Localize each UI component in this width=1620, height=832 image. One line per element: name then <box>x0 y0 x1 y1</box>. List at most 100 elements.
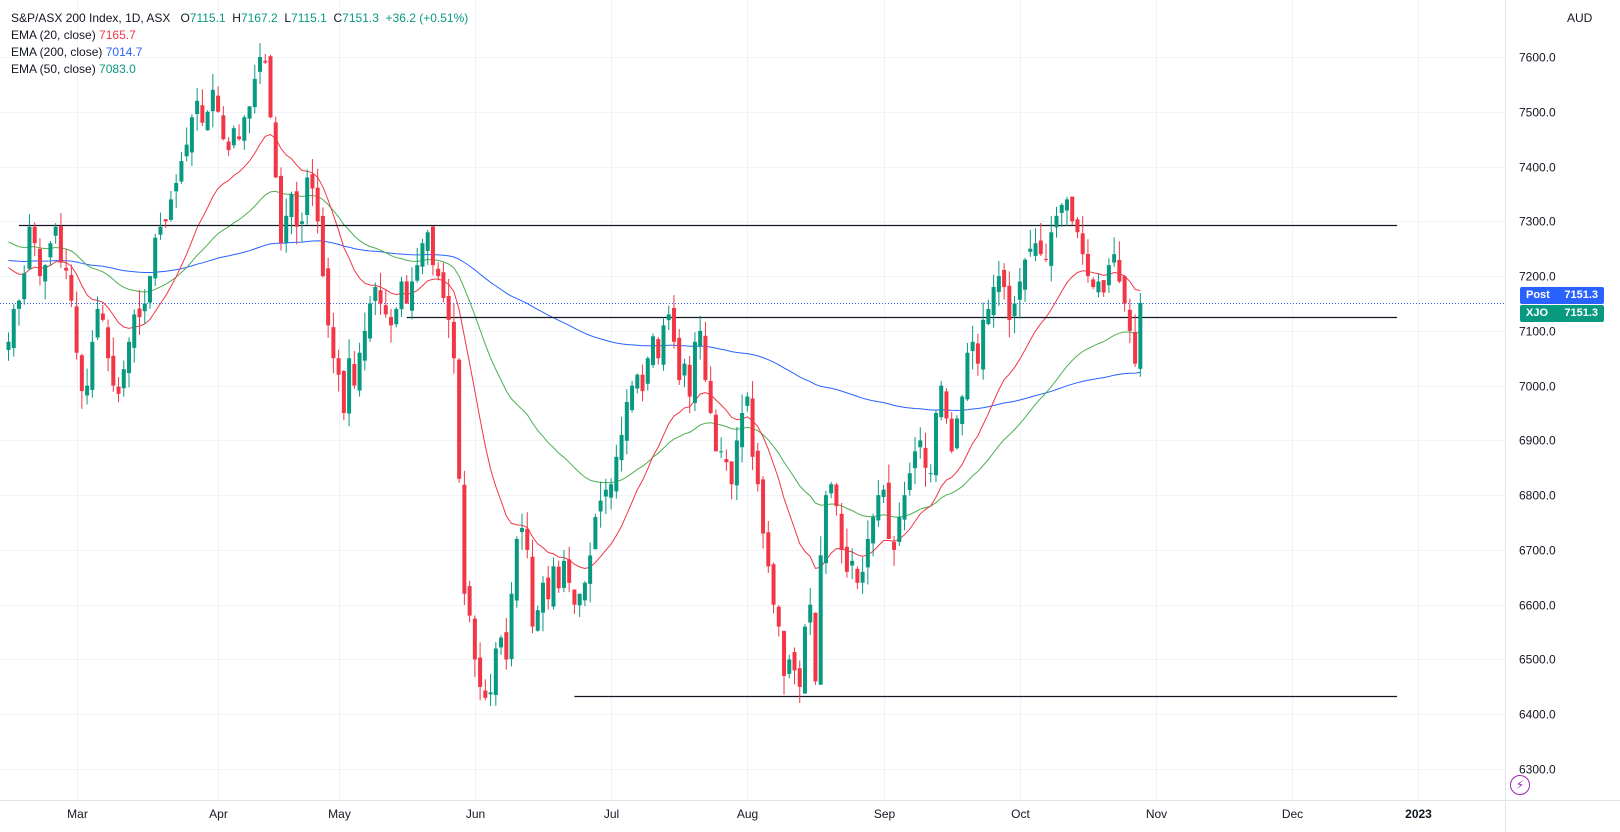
candle-body <box>242 117 247 141</box>
candle-body <box>923 447 928 468</box>
candle-body <box>336 358 341 375</box>
candle-body <box>278 175 283 244</box>
candle-body <box>771 564 776 605</box>
candle-body <box>168 199 173 220</box>
candle-body <box>855 568 860 583</box>
candle-body <box>237 136 242 140</box>
candle-body <box>713 414 718 452</box>
indicator-label: EMA (20, close) <box>11 28 96 42</box>
y-tick-label: 6400.0 <box>1519 708 1556 722</box>
candle-body <box>305 177 310 215</box>
candle-body <box>1122 276 1127 304</box>
candle-body <box>755 450 760 485</box>
candle-body <box>1059 204 1064 213</box>
candle-body <box>352 363 357 386</box>
indicator-label: EMA (50, close) <box>11 62 96 76</box>
candle-body <box>478 657 483 687</box>
candle-body <box>687 364 692 397</box>
candle-body <box>944 391 949 419</box>
candle-body <box>593 517 598 550</box>
candle-body <box>483 690 488 698</box>
candle-body <box>698 330 703 347</box>
candle-body <box>1138 302 1143 369</box>
currency-label[interactable]: AUD <box>1567 11 1593 25</box>
candle-body <box>27 226 32 269</box>
y-tick-label: 7000.0 <box>1519 380 1556 394</box>
candle-body <box>567 559 572 583</box>
candle-body <box>499 637 504 648</box>
candle-body <box>347 358 352 414</box>
high-value: 7167.2 <box>240 11 278 25</box>
indicator-ema20[interactable]: EMA (20, close) 7165.7 <box>11 27 468 44</box>
candle-body <box>446 295 451 320</box>
candle-body <box>1002 269 1007 288</box>
candle-body <box>666 314 671 321</box>
candle-body <box>74 306 79 353</box>
x-tick-label: Jul <box>604 807 619 821</box>
candle-body <box>656 339 661 359</box>
candle-body <box>928 473 933 475</box>
candle-body <box>740 413 745 448</box>
candle-body <box>32 226 37 244</box>
candle-body <box>331 327 336 359</box>
candle-body <box>907 473 912 490</box>
y-tick-label: 6500.0 <box>1519 653 1556 667</box>
candle-body <box>205 111 210 131</box>
badge-value: 7151.3 <box>1564 289 1598 301</box>
x-tick-label: Jun <box>466 807 485 821</box>
candle-body <box>949 418 954 452</box>
candle-body <box>111 355 116 386</box>
candle-body <box>362 330 367 361</box>
candle-body <box>462 484 467 594</box>
candle-body <box>682 363 687 376</box>
candle-body <box>425 232 430 251</box>
candle-body <box>954 418 959 449</box>
candle-body <box>860 571 865 583</box>
candle-body <box>504 632 509 660</box>
candle-body <box>651 336 656 366</box>
candle-body <box>614 456 619 492</box>
y-tick-label: 6600.0 <box>1519 599 1556 613</box>
candle-body <box>514 538 519 601</box>
candle-body <box>792 652 797 671</box>
candle-body <box>289 193 294 218</box>
badge-label: Post <box>1526 289 1550 301</box>
lightning-icon[interactable]: ⚡ <box>1510 775 1530 795</box>
candle-body <box>556 566 561 589</box>
candle-body <box>1091 279 1096 288</box>
candle-body <box>776 606 781 627</box>
x-tick-label: Sep <box>874 807 896 821</box>
candle-body <box>153 237 158 279</box>
candle-body <box>310 174 315 189</box>
candle-body <box>823 495 828 564</box>
candle-body <box>724 459 729 463</box>
ema20-line <box>8 133 1141 570</box>
ohlc-row: S&P/ASX 200 Index, 1D, ASX O7115.1 H7167… <box>11 10 468 27</box>
candle-body <box>394 308 399 325</box>
candle-body <box>64 267 69 271</box>
indicator-ema200[interactable]: EMA (200, close) 7014.7 <box>11 44 468 61</box>
candle-body <box>472 618 477 660</box>
candle-body <box>16 300 21 309</box>
candle-body <box>467 586 472 616</box>
chart-legend: S&P/ASX 200 Index, 1D, ASX O7115.1 H7167… <box>11 10 468 78</box>
candle-body <box>834 484 839 507</box>
candle-body <box>252 78 257 108</box>
x-tick-label: Nov <box>1146 807 1167 821</box>
low-label: L <box>284 11 292 25</box>
indicator-ema50[interactable]: EMA (50, close) 7083.0 <box>11 61 468 78</box>
candle-body <box>808 604 813 623</box>
candle-body <box>577 593 582 606</box>
candle-body <box>913 451 918 469</box>
y-tick-label: 6900.0 <box>1519 434 1556 448</box>
candle-body <box>147 276 152 303</box>
candle-body <box>871 517 876 544</box>
candle-body <box>991 287 996 316</box>
candle-body <box>189 117 194 153</box>
candle-body <box>850 560 855 566</box>
candle-body <box>1012 303 1017 317</box>
candle-body <box>1080 233 1085 255</box>
candle-body <box>48 243 53 258</box>
